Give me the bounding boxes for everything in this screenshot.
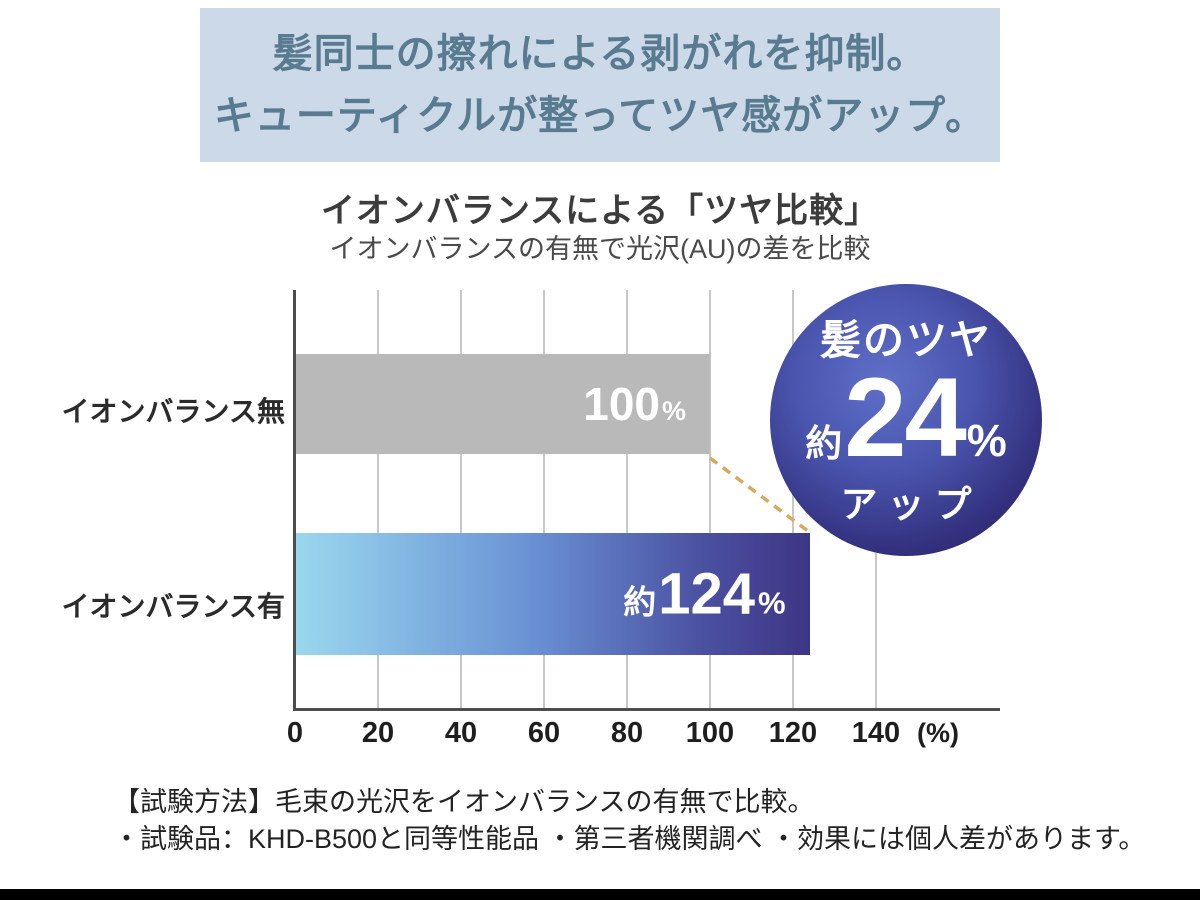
plot-area: 100% 約 124% (295, 290, 877, 710)
x-tick-label: 0 (286, 717, 304, 749)
chart-title: イオンバランスによる「ツヤ比較」 (320, 192, 880, 230)
bar-value-prefix: 約 (623, 583, 657, 621)
bar-value-label: 100% (583, 377, 686, 431)
x-tick-label: 20 (361, 717, 395, 749)
badge-bottom-text: アップ (840, 484, 982, 525)
badge-value-unit: % (966, 415, 1007, 466)
x-tick-label: 100 (685, 717, 735, 749)
category-label-without-ion-balance: イオンバランス無 (61, 396, 285, 427)
banner-line2: キューティクルが整ってツヤ感がアップ。 (213, 94, 987, 138)
bar-value-unit: % (661, 396, 686, 426)
banner: 髪同士の擦れによる剥がれを抑制。 キューティクルが整ってツヤ感がアップ。 (200, 8, 1000, 162)
x-tick-label: 80 (610, 717, 644, 749)
x-tick-label: 40 (444, 717, 478, 749)
gridline (626, 290, 628, 710)
badge-value-number: 24 (844, 355, 967, 480)
footnote-details: ・試験品：KHD-B500と同等性能品 ・第三者機関調べ ・効果には個人差があり… (113, 824, 1146, 854)
x-tick-label: 140 (851, 717, 901, 749)
x-axis-ticks: (%) 0 20 40 60 80 100 120 140 (287, 717, 959, 753)
badge-value-prefix: 約 (805, 423, 843, 464)
bottom-black-strip (0, 889, 1200, 900)
bar-value-number: 100 (583, 378, 660, 430)
bar-value-number: 124 (658, 561, 756, 627)
x-tick-label: 60 (527, 717, 561, 749)
x-axis-unit-label: (%) (917, 718, 959, 748)
gridline (709, 290, 711, 710)
gridline (460, 290, 462, 710)
bar-with-ion-balance: 約 124% (295, 533, 810, 655)
chart-subtitle: イオンバランスの有無で光沢(AU)の差を比較 (329, 234, 871, 264)
gridline (792, 290, 794, 710)
highlight-badge: 髪のツヤ 約 24 % アップ (770, 284, 1042, 556)
dashed-connector-line (708, 456, 814, 536)
y-axis-line (293, 290, 296, 711)
badge-value-row: 約 24 % (805, 362, 1007, 474)
gridline (377, 290, 379, 710)
footnote-method: 【試験方法】毛束の光沢をイオンバランスの有無で比較。 (113, 787, 815, 817)
badge-top-text: 髪のツヤ (820, 317, 992, 363)
bar-value-unit: % (758, 585, 786, 621)
banner-line1: 髪同士の擦れによる剥がれを抑制。 (272, 32, 928, 76)
category-label-with-ion-balance: イオンバランス有 (61, 591, 285, 622)
gridline (543, 290, 545, 710)
bar-value-label: 約 124% (623, 561, 785, 628)
bar-without-ion-balance: 100% (295, 354, 710, 454)
x-axis-line (293, 708, 1000, 711)
x-tick-label: 120 (768, 717, 818, 749)
